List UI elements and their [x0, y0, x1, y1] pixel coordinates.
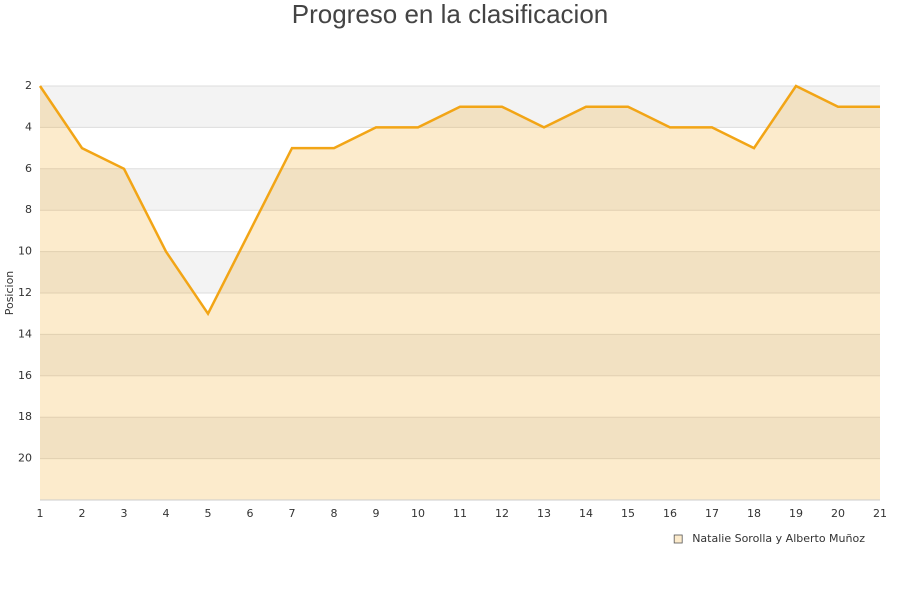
area — [40, 86, 880, 500]
x-tick-label: 4 — [163, 507, 170, 520]
x-tick-label: 12 — [495, 507, 509, 520]
y-tick-label: 20 — [18, 452, 32, 465]
x-tick-label: 5 — [205, 507, 212, 520]
legend-label: Natalie Sorolla y Alberto Muñoz — [692, 532, 865, 545]
x-tick-label: 7 — [289, 507, 296, 520]
x-tick-label: 13 — [537, 507, 551, 520]
x-tick-label: 18 — [747, 507, 761, 520]
x-tick-label: 15 — [621, 507, 635, 520]
legend-swatch — [673, 534, 683, 544]
grid-band — [40, 417, 880, 459]
x-tick-label: 9 — [373, 507, 380, 520]
x-tick-label: 3 — [121, 507, 128, 520]
x-tick-label: 1 — [37, 507, 44, 520]
x-tick-label: 2 — [79, 507, 86, 520]
y-tick-label: 16 — [18, 369, 32, 382]
y-tick-label: 2 — [25, 79, 32, 92]
y-tick-label: 4 — [25, 120, 32, 133]
x-tick-label: 19 — [789, 507, 803, 520]
x-tick-label: 17 — [705, 507, 719, 520]
x-tick-label: 14 — [579, 507, 593, 520]
y-tick-label: 18 — [18, 410, 32, 423]
x-tick-label: 10 — [411, 507, 425, 520]
chart-title: Progreso en la clasificacion — [292, 0, 609, 29]
y-tick-label: 8 — [25, 203, 32, 216]
x-tick-label: 21 — [873, 507, 887, 520]
y-axis-label: Posicion — [3, 271, 16, 316]
x-tick-label: 11 — [453, 507, 467, 520]
x-tick-label: 16 — [663, 507, 677, 520]
line — [38, 84, 880, 317]
grid-band — [40, 334, 880, 376]
y-tick-label: 10 — [18, 245, 32, 258]
x-tick-label: 6 — [247, 507, 254, 520]
grid-band — [40, 168, 880, 211]
y-tick-label: 14 — [18, 327, 32, 340]
x-tick-label: 8 — [331, 507, 338, 520]
x-tick-label: 20 — [831, 507, 845, 520]
y-tick-label: 12 — [18, 286, 32, 299]
y-tick-label: 6 — [25, 162, 32, 175]
